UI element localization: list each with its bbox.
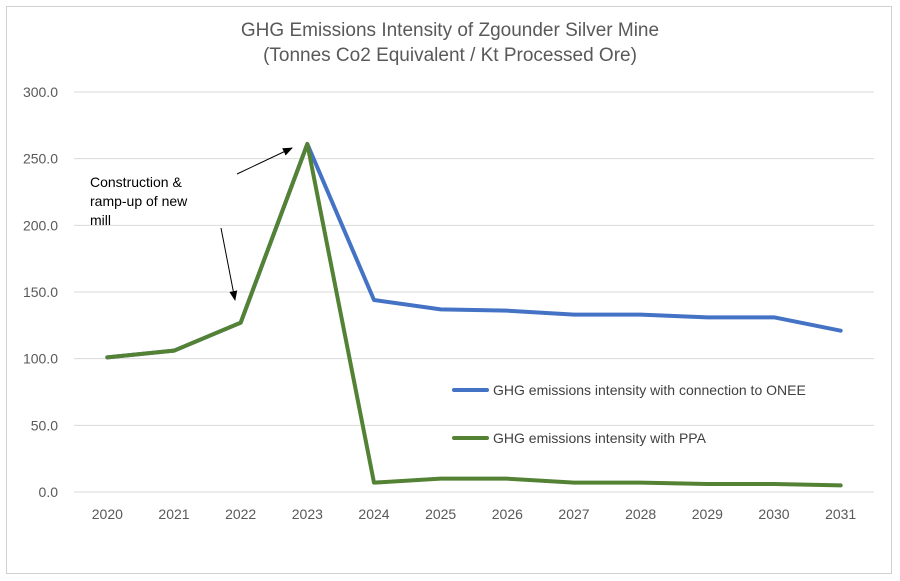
- legend-label: GHG emissions intensity with connection …: [493, 382, 806, 398]
- annotation-text: mill: [90, 212, 111, 228]
- series-lines: [105, 142, 843, 488]
- series-line-onee: [105, 142, 843, 360]
- annotation-text: Construction &: [90, 174, 182, 190]
- annotation-text: ramp-up of new: [90, 193, 188, 209]
- x-tick-label: 2030: [758, 506, 789, 522]
- legend: GHG emissions intensity with connection …: [452, 382, 806, 446]
- x-tick-label: 2024: [358, 506, 389, 522]
- chart-title: GHG Emissions Intensity of Zgounder Silv…: [240, 20, 660, 41]
- x-tick-label: 2022: [225, 506, 256, 522]
- x-tick-label: 2028: [625, 506, 656, 522]
- y-tick-label: 0.0: [39, 484, 59, 500]
- annotation-arrow-to-peak: [236, 147, 293, 175]
- y-axis-ticks: 0.0 50.0 100.0 150.0 200.0 250.0 300.0: [23, 84, 58, 500]
- y-tick-label: 100.0: [23, 351, 58, 367]
- y-tick-label: 150.0: [23, 284, 58, 300]
- x-tick-label: 2031: [825, 506, 856, 522]
- series-line-ppa: [105, 142, 843, 488]
- x-tick-label: 2025: [425, 506, 456, 522]
- x-axis-ticks: 2020 2021 2022 2023 2024 2025 2026 2027 2028 2029…: [92, 506, 857, 522]
- x-tick-label: 2020: [92, 506, 123, 522]
- chart-subtitle: (Tonnes Co2 Equivalent / Kt Processed Or…: [263, 45, 637, 66]
- x-tick-label: 2026: [492, 506, 523, 522]
- annotation: Construction & ramp-up of new mill: [90, 147, 293, 301]
- x-tick-label: 2027: [558, 506, 589, 522]
- y-tick-label: 50.0: [31, 417, 58, 433]
- y-tick-label: 250.0: [23, 151, 58, 167]
- y-tick-label: 200.0: [23, 217, 58, 233]
- x-tick-label: 2023: [292, 506, 323, 522]
- x-tick-label: 2021: [158, 506, 189, 522]
- annotation-arrow-to-2022: [220, 227, 238, 301]
- gridlines: [74, 91, 874, 493]
- legend-label: GHG emissions intensity with PPA: [493, 430, 707, 446]
- y-tick-label: 300.0: [23, 84, 58, 100]
- x-tick-label: 2029: [692, 506, 723, 522]
